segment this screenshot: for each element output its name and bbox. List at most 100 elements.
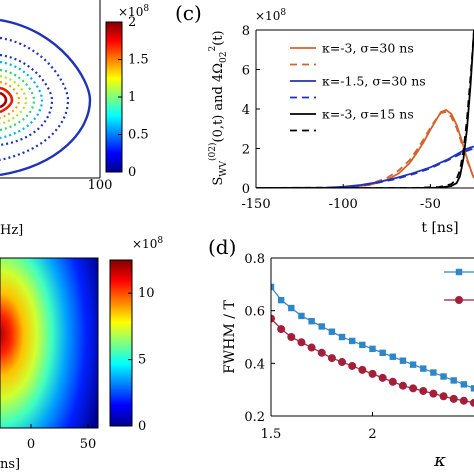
heatmap-colorbar: 0 5 10 ×108 xyxy=(109,236,163,434)
panel-c-legend-label: κ=-3, σ=30 ns xyxy=(322,41,414,56)
contour-colorbar-tick-label: 0 xyxy=(128,165,136,180)
panel-d-square-marker xyxy=(277,296,285,304)
panel-d-ytick-label: 0.8 xyxy=(244,252,265,267)
panel-d-square-marker xyxy=(271,283,275,291)
panel-d-legend xyxy=(444,268,474,304)
panel-d-circle-marker xyxy=(297,338,306,347)
panel-d-square-marker xyxy=(420,365,427,372)
panel-d-circle-marker xyxy=(287,333,296,341)
heatmap-panel: 0 50 ns] 0 5 10 ×108 xyxy=(0,236,163,472)
panel-c-legend-label: κ=-1.5, σ=30 ns xyxy=(322,74,426,89)
panel-d-square-marker xyxy=(389,353,396,360)
panel-d: (d) FWHM / T 1.5 2 0.2 0.4 0.6 0.8 κ xyxy=(208,235,474,471)
panel-c-legend: κ=-3, σ=30 ns κ=-1.5, σ=30 ns κ=-3, σ=15 n… xyxy=(290,41,426,132)
panel-d-square-marker xyxy=(409,361,417,368)
panel-c-series-line xyxy=(256,111,474,188)
panel-c-xtick-label: -150 xyxy=(241,197,270,212)
heatmap-image xyxy=(0,258,98,428)
panel-d-square-marker xyxy=(399,357,407,364)
panel-d-circle-marker xyxy=(271,314,275,323)
panel-d-circle-marker xyxy=(470,398,474,407)
panel-d-circle-marker xyxy=(348,361,357,370)
panel-c-ytick-label: 4 xyxy=(242,103,250,118)
panel-c-xlabel: t [ns] xyxy=(421,220,458,236)
panel-c-legend-label: κ=-3, σ=15 ns xyxy=(322,107,414,122)
panel-d-xtick-label: 1.5 xyxy=(261,427,282,442)
panel-d-xlabel: κ xyxy=(433,450,446,471)
panel-d-circle-marker xyxy=(338,358,347,367)
panel-c-ytick-label: 2 xyxy=(242,143,250,158)
panel-c-multiplier: ×108 xyxy=(255,8,286,23)
contour-colorbar-tick-label: 2 xyxy=(128,15,136,30)
panel-c-xtick-label: -100 xyxy=(329,197,358,212)
panel-d-square-marker xyxy=(288,304,295,312)
heatmap-colorbar-multiplier: ×108 xyxy=(132,236,163,251)
panel-d-circle-marker xyxy=(358,365,367,374)
contour-xtick-label: 100 xyxy=(88,178,113,193)
panel-c-ytick-label: 6 xyxy=(242,64,250,79)
panel-d-square-marker xyxy=(308,318,315,325)
panel-d-square-marker xyxy=(430,369,437,376)
heatmap-colorbar-tick-label: 10 xyxy=(138,286,155,301)
panel-d-circle-marker xyxy=(449,394,458,403)
panel-c-xtick-label: -50 xyxy=(420,197,441,212)
panel-d-square-marker xyxy=(369,345,376,353)
panel-d-circle-marker xyxy=(419,386,428,395)
panel-d-square-marker xyxy=(460,381,468,388)
panel-d-series-line xyxy=(271,318,474,404)
heatmap-colorbar-tick-label: 5 xyxy=(138,353,146,368)
contour-xlabel-fragment: Hz] xyxy=(0,223,23,238)
panel-d-square-marker xyxy=(298,312,305,320)
panel-d-circle-marker xyxy=(388,377,397,386)
contour-colorbar-tick-label: 1.5 xyxy=(128,53,149,68)
heatmap-colorbar-tick-label: 0 xyxy=(138,419,146,434)
panel-c-ytick-label: 8 xyxy=(242,24,250,39)
svg-text:SWV(02)(0,t) and 4Ω022(t): SWV(02)(0,t) and 4Ω022(t) xyxy=(207,30,229,185)
heatmap-frame xyxy=(0,257,99,429)
heatmap-xtick-50: 50 xyxy=(80,437,97,452)
panel-d-ytick-label: 0.2 xyxy=(244,410,265,425)
contour-colorbar: 0 0.5 1 1.5 2 ×108 xyxy=(105,4,149,180)
panel-d-square-marker xyxy=(338,333,346,341)
panel-d-circle-marker xyxy=(378,373,387,382)
panel-d-square-marker xyxy=(318,323,325,330)
heatmap-xtick-0: 0 xyxy=(27,437,35,452)
contour-lines xyxy=(0,18,92,177)
panel-d-square-marker xyxy=(450,377,457,384)
panel-d-square-marker xyxy=(349,337,356,345)
panel-d-square-marker xyxy=(470,385,474,392)
contour-colorbar-multiplier: ×108 xyxy=(118,4,149,19)
contour-panel: 100 Hz] 0 0.5 1 1.5 2 ×108 xyxy=(0,0,149,238)
panel-d-square-marker xyxy=(359,341,366,349)
panel-d-ytick-label: 0.6 xyxy=(244,305,265,320)
panel-d-legend-square-marker xyxy=(455,268,463,276)
panel-d-label: (d) xyxy=(208,235,236,259)
panel-d-circle-marker xyxy=(439,392,448,401)
panel-c-series-line xyxy=(256,145,474,188)
panel-d-square-marker xyxy=(379,349,386,356)
panel-c-series-line xyxy=(256,147,474,188)
panel-d-circle-marker xyxy=(327,354,336,363)
panel-d-circle-marker xyxy=(398,381,407,390)
panel-c-series-line xyxy=(256,108,474,188)
panel-c: (c) ×108 SWV(02)(0,t) and 4Ω022(t) -150 -… xyxy=(175,1,474,236)
panel-d-circle-marker xyxy=(317,348,326,357)
panel-d-ylabel: FWHM / T xyxy=(222,300,238,374)
panel-d-circle-marker xyxy=(409,384,418,393)
panel-d-xtick-label: 2 xyxy=(368,427,376,442)
panel-d-legend-circle-marker xyxy=(455,296,463,304)
contour-colorbar-tick-label: 1 xyxy=(128,90,136,105)
panel-c-label: (c) xyxy=(175,1,202,25)
heatmap-xlabel-fragment: ns] xyxy=(0,457,20,472)
panel-d-circle-marker xyxy=(277,325,286,334)
panel-c-ylabel: SWV(02)(0,t) and 4Ω022(t) xyxy=(207,30,229,185)
panel-d-circle-marker xyxy=(459,396,468,405)
panel-d-circle-marker xyxy=(368,369,377,378)
panel-c-ytick-label: 0 xyxy=(242,182,250,197)
panel-d-circle-marker xyxy=(429,389,438,398)
contour-colorbar-tick-label: 0.5 xyxy=(128,128,149,143)
panel-d-ytick-label: 0.4 xyxy=(244,357,265,372)
panel-d-square-marker xyxy=(328,328,336,335)
panel-d-square-marker xyxy=(440,373,447,380)
